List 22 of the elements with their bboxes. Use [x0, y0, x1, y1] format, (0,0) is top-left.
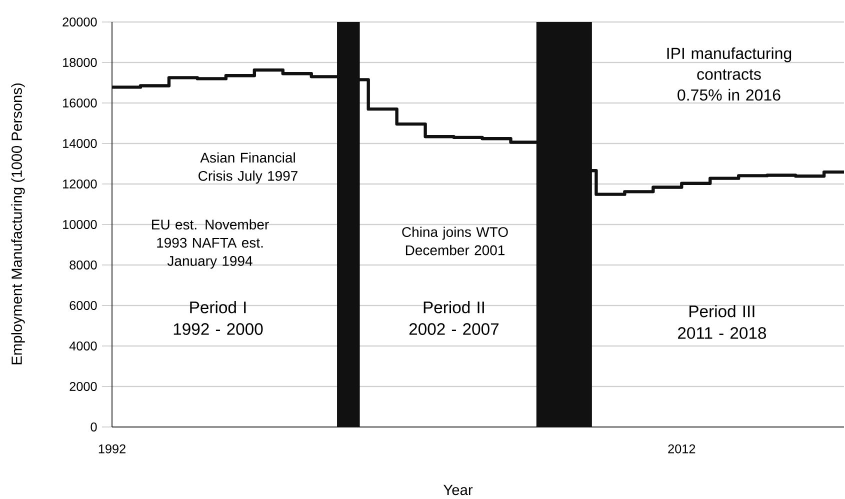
y-tick-label: 12000 — [63, 180, 97, 188]
annotation: Period II 2002 - 2007 — [409, 301, 499, 335]
y-tick-label: 20000 — [62, 18, 97, 26]
y-tick-label: 6000 — [70, 301, 97, 310]
x-axis-title: Year — [444, 484, 473, 496]
annotation: China joins WTO December 2001 — [402, 226, 508, 256]
annotation: Period I 1992 - 2000 — [174, 301, 263, 335]
y-tick-label: 14000 — [63, 139, 97, 148]
x-tick-label: 1992 — [98, 444, 126, 454]
x-tick-label: 2012 — [668, 444, 696, 454]
y-tick-label: 0 — [90, 422, 97, 432]
annotation: Asian Financial Crisis July 1997 — [198, 152, 298, 184]
annotation: EU est. November 1993 NAFTA est. January 1994 — [152, 219, 269, 269]
y-tick-label: 2000 — [70, 382, 97, 391]
annotation: IPI manufacturing contracts 0.75% in 2016 — [667, 47, 792, 101]
y-tick-label: 16000 — [63, 98, 97, 108]
y-tick-label: 10000 — [63, 220, 97, 229]
y-tick-label: 4000 — [69, 342, 97, 350]
annotation: Period III 2011 - 2018 — [678, 305, 766, 339]
y-tick-label: 8000 — [70, 260, 97, 270]
y-axis-title: Employment Manufacturing (1000 Persons) — [11, 84, 25, 364]
y-tick-label: 18000 — [63, 58, 97, 67]
